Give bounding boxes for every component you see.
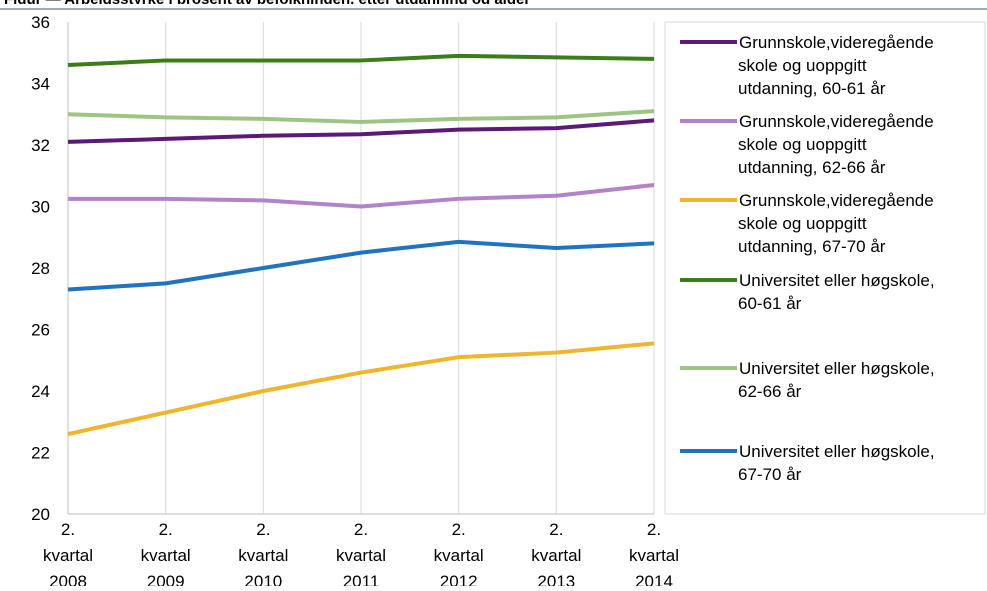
y-tick-label: 22 xyxy=(31,444,50,463)
chart-title: Figur — Arbeidsstyrke i prosent av befol… xyxy=(4,0,530,8)
y-tick-label: 28 xyxy=(31,259,50,278)
legend-label: Grunnskole,videregående skole og uoppgitt… xyxy=(738,191,934,256)
y-tick-label: 26 xyxy=(31,321,50,340)
legend-label: Grunnskole,videregående skole og uoppgitt… xyxy=(738,33,934,98)
legend-label: Universitet eller høgskole, 62-66 år xyxy=(738,359,935,401)
x-tick-label: 2. kvartal 2013 xyxy=(531,520,581,586)
series xyxy=(67,53,655,437)
grid xyxy=(165,22,655,514)
legend-label: Grunnskole,videregående skole og uoppgitt… xyxy=(738,112,934,177)
axes: 20 22 24 26 28 30 32 34 36 2. kvartal 2008 2. kvartal… xyxy=(31,13,679,591)
x-tick-label: 2. kvartal 2014 xyxy=(629,520,679,586)
y-tick-label: 20 xyxy=(31,505,50,524)
series-line xyxy=(67,239,655,292)
y-tick-label: 30 xyxy=(31,198,50,217)
y-tick-label: 24 xyxy=(31,382,50,401)
series-line xyxy=(67,341,655,437)
legend: Grunnskole,videregående skole og uoppgitt… xyxy=(664,21,986,515)
legend-label: Universitet eller høgskole, 60-61 år xyxy=(738,271,935,313)
x-tick-label: 2. kvartal 2009 xyxy=(141,520,191,586)
y-tick-label: 36 xyxy=(31,13,50,32)
series-line xyxy=(67,118,655,144)
y-tick-label: 34 xyxy=(31,75,50,94)
y-tick-label: 32 xyxy=(31,136,50,155)
legend-label: Universitet eller høgskole, 67-70 år xyxy=(738,442,935,484)
series-line xyxy=(67,53,655,68)
x-tick-label: 2. kvartal 2011 xyxy=(336,520,386,586)
x-tick-label: 2. kvartal 2010 xyxy=(238,520,288,586)
x-tick-label: 2. kvartal 2012 xyxy=(434,520,484,586)
legend-box xyxy=(664,21,986,515)
series-line xyxy=(68,182,655,209)
series-line xyxy=(67,109,655,124)
x-tick-label: 2. kvartal 2008 xyxy=(43,520,93,586)
